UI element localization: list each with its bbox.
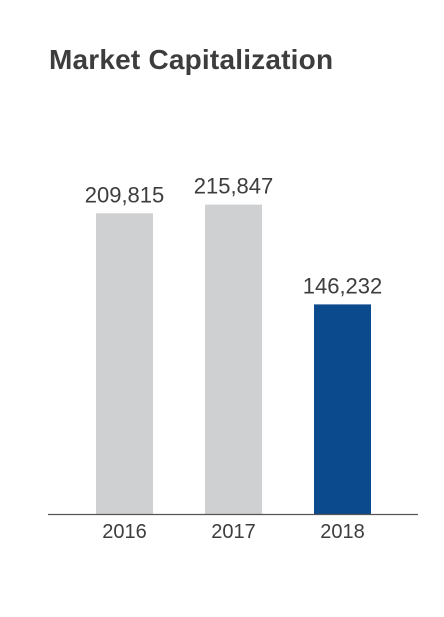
x-tick-label-2016: 2016 — [102, 521, 147, 543]
value-label-2018: 146,232 — [303, 273, 383, 298]
value-label-2017: 215,847 — [194, 174, 274, 199]
x-tick-labels-group: 2016 2017 2018 — [102, 521, 365, 543]
value-label-2016: 209,815 — [85, 182, 165, 207]
chart-title: Market Capitalization — [49, 44, 334, 75]
bars-group — [96, 204, 371, 514]
bar-2018 — [314, 304, 371, 514]
value-labels-group: 209,815 215,847 146,232 — [85, 174, 383, 299]
x-tick-label-2017: 2017 — [211, 521, 256, 543]
bar-2017 — [205, 204, 262, 514]
bar-2016 — [96, 213, 153, 514]
x-tick-label-2018: 2018 — [320, 521, 365, 543]
